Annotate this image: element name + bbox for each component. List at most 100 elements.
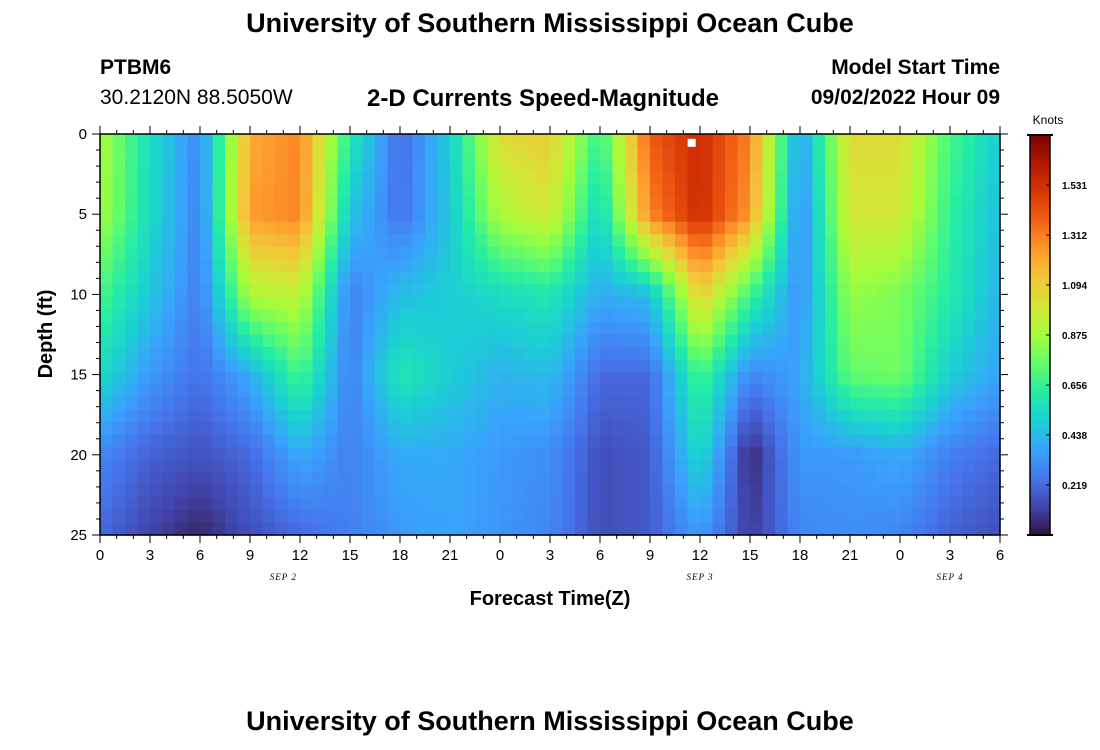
heatmap-cell (837, 234, 851, 248)
heatmap-cell (262, 509, 276, 524)
colorbar-segment (1030, 471, 1050, 476)
heatmap-cell (150, 171, 164, 185)
heatmap-cell (287, 447, 301, 461)
heatmap-cell (800, 522, 814, 536)
heatmap-cell (475, 159, 489, 173)
heatmap-cell (962, 159, 976, 173)
heatmap-cell (525, 522, 539, 536)
heatmap-cell (975, 234, 989, 248)
heatmap-cell (175, 221, 189, 235)
heatmap-cell (700, 372, 714, 386)
heatmap-cell (625, 196, 639, 210)
heatmap-cell (987, 309, 1001, 323)
heatmap-cell (612, 334, 626, 348)
heatmap-cell (775, 309, 789, 323)
heatmap-cell (712, 409, 726, 423)
heatmap-cell (362, 372, 376, 386)
colorbar-segment (1030, 348, 1050, 353)
heatmap-cell (612, 134, 626, 148)
heatmap-cell (412, 334, 426, 348)
heatmap-cell (737, 146, 751, 160)
heatmap-cell (737, 284, 751, 298)
heatmap-cell (662, 196, 676, 210)
heatmap-cell (875, 284, 889, 298)
heatmap-cell (150, 472, 164, 486)
heatmap-cell (312, 409, 326, 423)
heatmap-cell (987, 221, 1001, 235)
heatmap-cell (162, 146, 176, 160)
heatmap-cell (525, 246, 539, 260)
heatmap-cell (750, 171, 764, 185)
heatmap-cell (850, 134, 864, 148)
heatmap-cell (762, 246, 776, 260)
heatmap-cell (937, 509, 951, 524)
heatmap-cell (862, 509, 876, 524)
heatmap-cell (137, 246, 151, 260)
heatmap-cell (387, 284, 401, 298)
heatmap-cell (900, 447, 914, 461)
heatmap-cell (100, 522, 114, 536)
heatmap-cell (587, 384, 601, 398)
heatmap-cell (987, 134, 1001, 148)
heatmap-cell (600, 309, 614, 323)
heatmap-cell (637, 271, 651, 285)
heatmap-cell (300, 472, 314, 486)
heatmap-cell (662, 184, 676, 198)
heatmap-cell (462, 259, 476, 273)
heatmap-cell (912, 184, 926, 198)
heatmap-cell (812, 159, 826, 173)
heatmap-cell (125, 509, 139, 524)
heatmap-cell (100, 134, 114, 148)
heatmap-cell (175, 409, 189, 423)
heatmap-cell (362, 246, 376, 260)
heatmap-cell (137, 134, 151, 148)
heatmap-cell (962, 434, 976, 448)
heatmap-cell (962, 146, 976, 160)
heatmap-cell (237, 397, 251, 411)
heatmap-cell (125, 522, 139, 536)
heatmap-cell (837, 397, 851, 411)
heatmap-cell (762, 459, 776, 473)
heatmap-cell (262, 434, 276, 448)
heatmap-cell (562, 134, 576, 148)
heatmap-cell (800, 372, 814, 386)
x-tick-label: 12 (292, 547, 309, 564)
heatmap-cell (850, 497, 864, 511)
heatmap-cell (550, 484, 564, 499)
heatmap-cell (850, 171, 864, 185)
heatmap-cell (312, 347, 326, 361)
heatmap-cell (700, 397, 714, 411)
heatmap-cell (887, 184, 901, 198)
heatmap-cell (562, 484, 576, 499)
heatmap-cell (375, 459, 389, 473)
heatmap-cell (937, 171, 951, 185)
heatmap-cell (637, 447, 651, 461)
heatmap-cell (637, 321, 651, 336)
heatmap-cell (787, 184, 801, 198)
heatmap-cell (650, 284, 664, 298)
heatmap-cell (512, 422, 526, 436)
heatmap-cell (762, 259, 776, 273)
heatmap-cell (250, 422, 264, 436)
heatmap-cell (750, 509, 764, 524)
heatmap-cell (875, 196, 889, 210)
heatmap-cell (687, 159, 701, 173)
heatmap-cell (525, 196, 539, 210)
heatmap-cell (875, 209, 889, 223)
heatmap-cell (137, 409, 151, 423)
heatmap-cell (412, 271, 426, 285)
heatmap-cell (362, 159, 376, 173)
heatmap-cell (200, 209, 214, 223)
heatmap-cell (662, 372, 676, 386)
heatmap-cell (825, 309, 839, 323)
heatmap-cell (487, 259, 501, 273)
heatmap-cell (762, 359, 776, 373)
heatmap-cell (425, 184, 439, 198)
heatmap-cell (687, 234, 701, 248)
heatmap-cell (287, 484, 301, 499)
x-tick-label: 21 (442, 547, 459, 564)
heatmap-cell (700, 334, 714, 348)
model-start-label: Model Start Time (831, 56, 1000, 79)
heatmap-cell (925, 134, 939, 148)
heatmap-cell (687, 296, 701, 311)
